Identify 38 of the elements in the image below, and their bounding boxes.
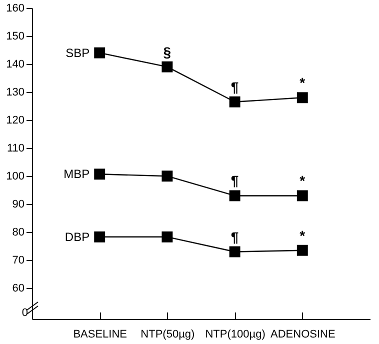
- point: [229, 96, 240, 108]
- y-tick-label: 80: [12, 226, 24, 239]
- point: [162, 61, 173, 72]
- y-tick-label: 130: [6, 86, 24, 99]
- annotation: *: [300, 172, 306, 189]
- y-tick-label: 160: [6, 2, 24, 14]
- x-tick-label: BASELINE: [73, 328, 128, 340]
- annotation: §: [163, 44, 172, 60]
- point: [229, 190, 240, 202]
- point: [94, 231, 106, 242]
- annotation: ¶: [230, 228, 239, 245]
- text: 0: [22, 307, 28, 319]
- y-tick-label: 150: [6, 30, 24, 43]
- y-tick-label: 70: [12, 254, 24, 267]
- x-tick-label: NTP(100µg): [205, 328, 266, 340]
- point: [296, 190, 308, 202]
- annotation: ¶: [230, 172, 239, 189]
- annotation: *: [300, 74, 306, 91]
- annotation: *: [300, 227, 306, 244]
- series-label: SBP: [66, 46, 90, 60]
- y-tick-label: 90: [12, 198, 24, 211]
- point: [94, 168, 106, 180]
- point: [162, 170, 173, 182]
- point: [94, 47, 106, 58]
- y-tick-label: 120: [6, 114, 24, 127]
- point: [296, 244, 308, 256]
- point: [296, 92, 308, 104]
- y-tick-label: 100: [6, 170, 24, 183]
- y-tick-label: 110: [6, 142, 24, 155]
- point: [229, 246, 240, 258]
- point: [162, 231, 173, 242]
- x-tick-label: NTP(50µg): [140, 328, 195, 340]
- x-tick-label: ADENOSINE: [270, 328, 336, 340]
- y-tick-label: 140: [6, 58, 24, 71]
- annotation: ¶: [230, 78, 239, 95]
- series-label: DBP: [64, 230, 90, 244]
- y-tick-label: 60: [12, 282, 24, 295]
- series-label: MBP: [64, 167, 90, 182]
